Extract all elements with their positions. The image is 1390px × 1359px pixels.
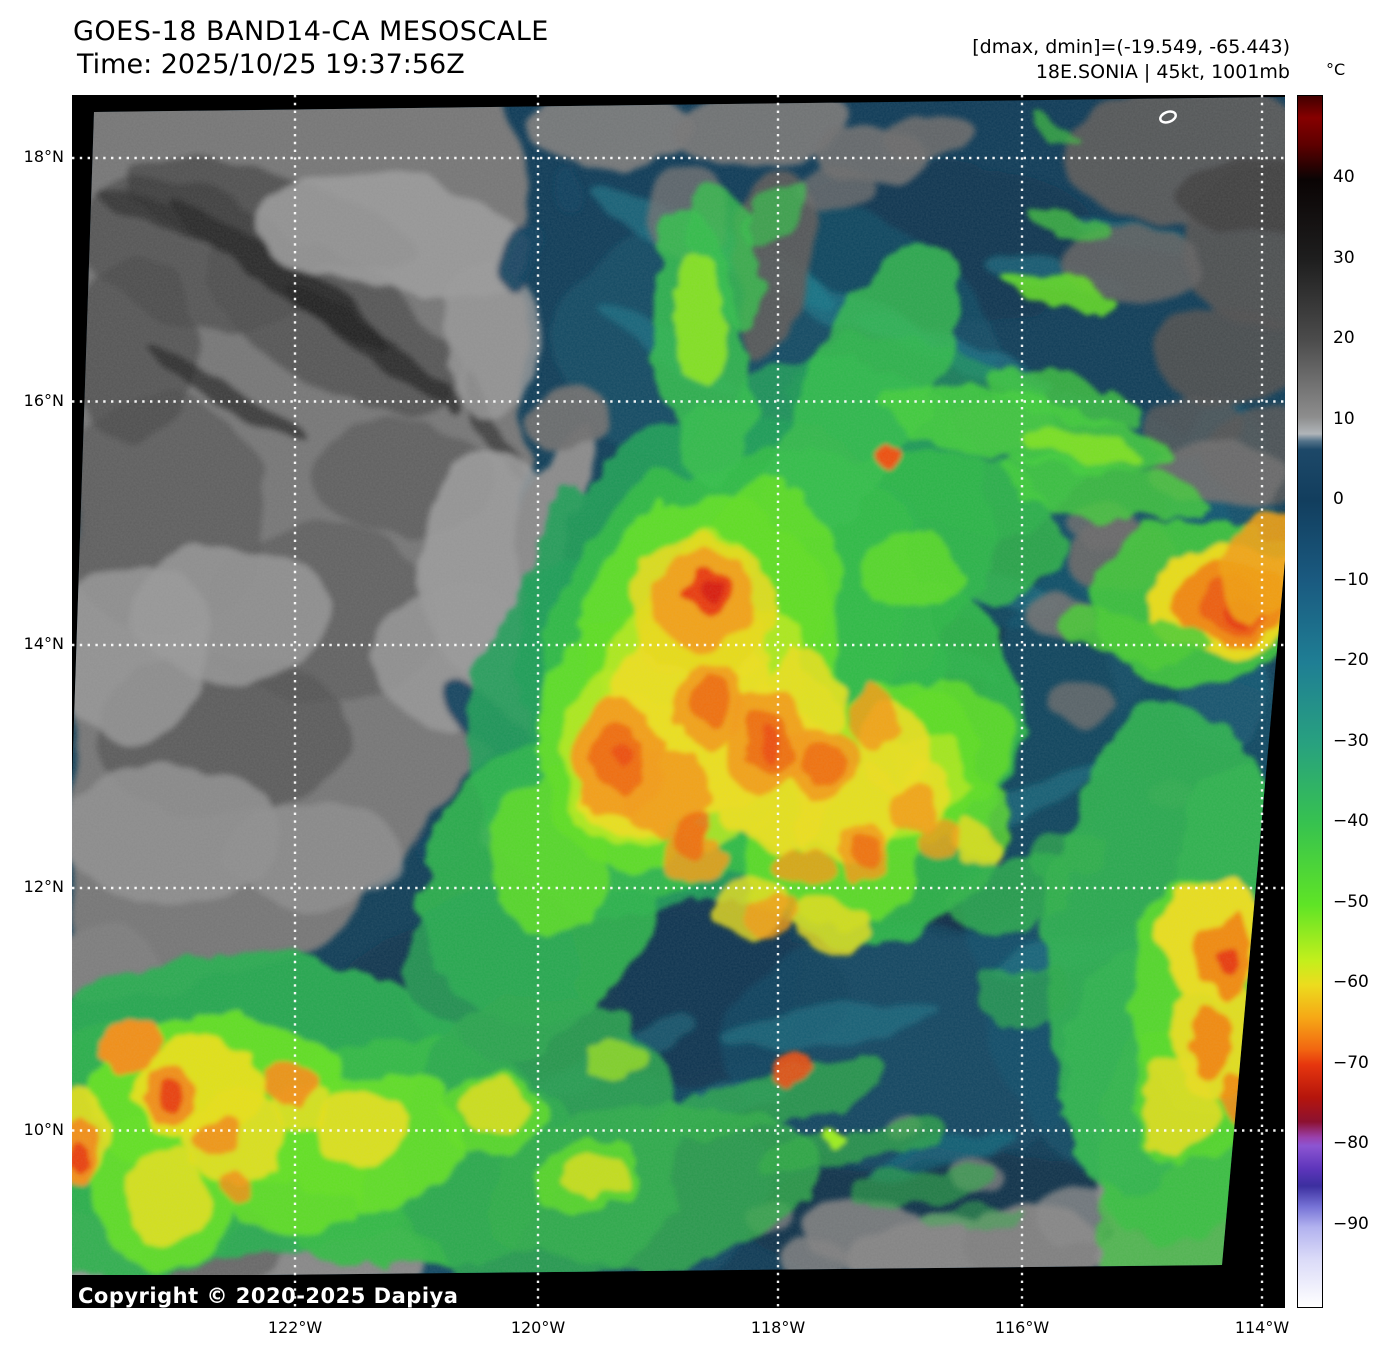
lon-tick-label: 122°W [267,1318,323,1337]
lon-tick-label: 114°W [1234,1318,1290,1337]
colorbar-tick-label: −90 [1333,1213,1369,1234]
storm-info-annotation: 18E.SONIA | 45kt, 1001mb [1035,61,1290,83]
copyright-text: Copyright © 2020-2025 Dapiya [78,1284,459,1308]
storm-center-marker [1159,110,1177,124]
colorbar-tick-label: 0 [1333,489,1344,510]
page-title: GOES-18 BAND14-CA MESOSCALE [73,16,549,47]
lat-tick-label: 12°N [23,877,64,896]
lon-tick-label: 120°W [510,1318,566,1337]
lat-tick-label: 18°N [23,147,64,166]
lon-tick-label: 118°W [750,1318,806,1337]
colorbar-tick-label: −70 [1333,1052,1369,1073]
timestamp: Time: 2025/10/25 19:37:56Z [77,49,465,80]
copyright-band [72,1275,1285,1308]
colorbar-unit-label: °C [1326,60,1346,79]
colorbar-tick-label: 30 [1333,247,1355,268]
colorbar-tick-label: 10 [1333,408,1355,429]
colorbar-tick-label: −10 [1333,569,1369,590]
satellite-map [72,95,1285,1308]
lat-tick-label: 14°N [23,634,64,653]
colorbar-tick-label: −20 [1333,650,1369,671]
colorbar [1297,95,1323,1308]
lon-tick-label: 116°W [994,1318,1050,1337]
image-grain [72,97,1285,1277]
satellite-image [72,95,1285,1308]
lat-tick-label: 10°N [23,1119,64,1139]
colorbar-tick-label: −80 [1333,1133,1369,1154]
lat-tick-label: 16°N [23,390,64,410]
dmax-dmin-annotation: [dmax, dmin]=(-19.549, -65.443) [972,36,1290,58]
colorbar-tick-label: −40 [1333,811,1369,832]
colorbar-tick-label: −30 [1333,730,1369,751]
annotation-block: [dmax, dmin]=(-19.549, -65.443) 18E.SONI… [972,35,1290,85]
colorbar-tick-label: −50 [1333,891,1369,912]
colorbar-tick-label: 40 [1333,167,1355,187]
colorbar-tick-label: 20 [1333,328,1355,349]
colorbar-tick-label: −60 [1333,972,1369,993]
satellite-footprint [72,97,1285,1277]
